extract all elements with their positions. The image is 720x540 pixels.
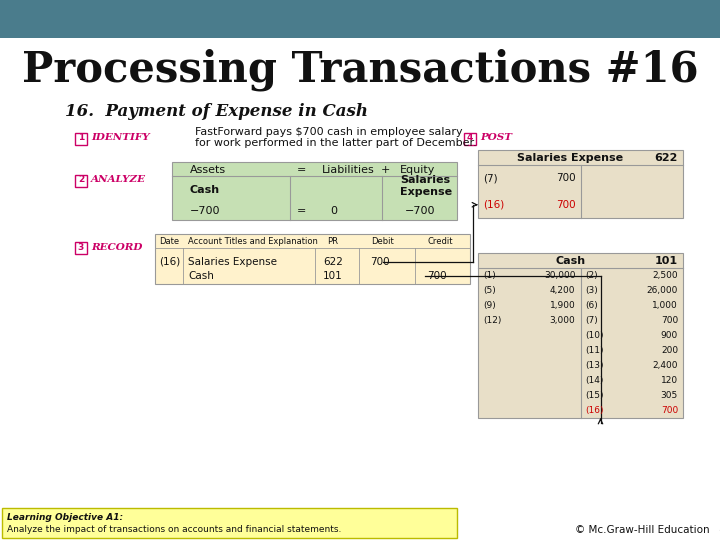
Bar [478,150,683,218]
Text: (3): (3) [585,286,598,295]
Text: Salaries Expense: Salaries Expense [188,257,277,267]
Text: POST: POST [480,133,512,143]
Text: (2): (2) [585,271,598,280]
Text: (16): (16) [483,200,504,210]
Text: 700: 700 [556,173,575,183]
Text: IDENTIFY: IDENTIFY [91,133,150,143]
Text: (1): (1) [483,271,496,280]
Text: Learning Objective A1:: Learning Objective A1: [7,514,123,523]
Text: 1,000: 1,000 [652,301,678,310]
Text: (11): (11) [585,346,604,355]
Text: 2: 2 [78,176,84,185]
Text: (16): (16) [585,406,604,415]
Text: Debit: Debit [372,238,395,246]
Bar [2,508,457,538]
Text: 16.  Payment of Expense in Cash: 16. Payment of Expense in Cash [65,104,368,120]
Text: 26,000: 26,000 [647,286,678,295]
Text: 3: 3 [78,242,84,252]
Text: (5): (5) [483,286,496,295]
Text: Date: Date [159,238,179,246]
Text: Liabilities: Liabilities [322,165,374,175]
Text: 4,200: 4,200 [550,286,575,295]
Text: 200: 200 [661,346,678,355]
Text: 2,500: 2,500 [652,271,678,280]
Text: (10): (10) [585,331,604,340]
Text: Analyze the impact of transactions on accounts and financial statements.: Analyze the impact of transactions on ac… [7,525,341,535]
Text: Cash: Cash [188,271,214,281]
Text: 2,400: 2,400 [652,361,678,370]
Text: (13): (13) [585,361,604,370]
Text: 622: 622 [323,257,343,267]
Text: 700–: 700– [371,257,395,267]
Text: ANALYZE: ANALYZE [91,176,146,185]
Text: =: = [297,165,307,175]
Text: 0: 0 [330,206,337,216]
Text: RECORD: RECORD [91,242,143,252]
FancyBboxPatch shape [74,132,86,145]
Text: © Mc.Graw-Hill Education   42: © Mc.Graw-Hill Education 42 [575,525,720,535]
Text: Cash: Cash [555,256,585,266]
Text: 622: 622 [654,153,678,163]
Text: Equity: Equity [400,165,436,175]
FancyBboxPatch shape [74,174,86,186]
Text: Cash: Cash [190,185,220,195]
Bar [478,253,683,418]
Text: 700–: 700– [428,271,452,281]
Text: =: = [297,206,307,216]
Text: 700: 700 [661,316,678,325]
Text: 4: 4 [467,133,473,143]
Bar [172,162,457,220]
Text: (14): (14) [585,376,604,385]
Text: (6): (6) [585,301,598,310]
Text: +: + [380,165,390,175]
Text: 700: 700 [556,200,575,210]
Text: 900: 900 [661,331,678,340]
Text: Credit: Credit [427,238,453,246]
Text: 1,900: 1,900 [550,301,575,310]
Text: −700: −700 [190,206,220,216]
FancyBboxPatch shape [74,241,86,253]
Text: (12): (12) [483,316,501,325]
Text: 700: 700 [661,406,678,415]
Text: 305: 305 [661,391,678,400]
Text: FastForward pays $700 cash in employee salary: FastForward pays $700 cash in employee s… [195,127,463,137]
Text: 101: 101 [323,271,343,281]
Bar [0,0,720,38]
Bar [155,234,470,284]
Text: 3,000: 3,000 [550,316,575,325]
Text: 30,000: 30,000 [544,271,575,280]
Text: for work performed in the latter part of December.: for work performed in the latter part of… [195,138,477,148]
Text: PR: PR [328,238,338,246]
Text: 120: 120 [661,376,678,385]
Text: Account Titles and Explanation: Account Titles and Explanation [188,238,318,246]
Text: (9): (9) [483,301,496,310]
Text: 1: 1 [78,133,84,143]
Text: (16): (16) [159,257,180,267]
Text: Assets: Assets [190,165,226,175]
Text: Processing Transactions #16: Processing Transactions #16 [22,49,698,91]
Text: (15): (15) [585,391,604,400]
Text: −700: −700 [405,206,436,216]
Text: (7): (7) [483,173,498,183]
Text: (7): (7) [585,316,598,325]
FancyBboxPatch shape [464,132,475,145]
Text: Salaries Expense: Salaries Expense [518,153,624,163]
Text: Salaries
Expense: Salaries Expense [400,175,452,197]
Text: 101: 101 [655,256,678,266]
